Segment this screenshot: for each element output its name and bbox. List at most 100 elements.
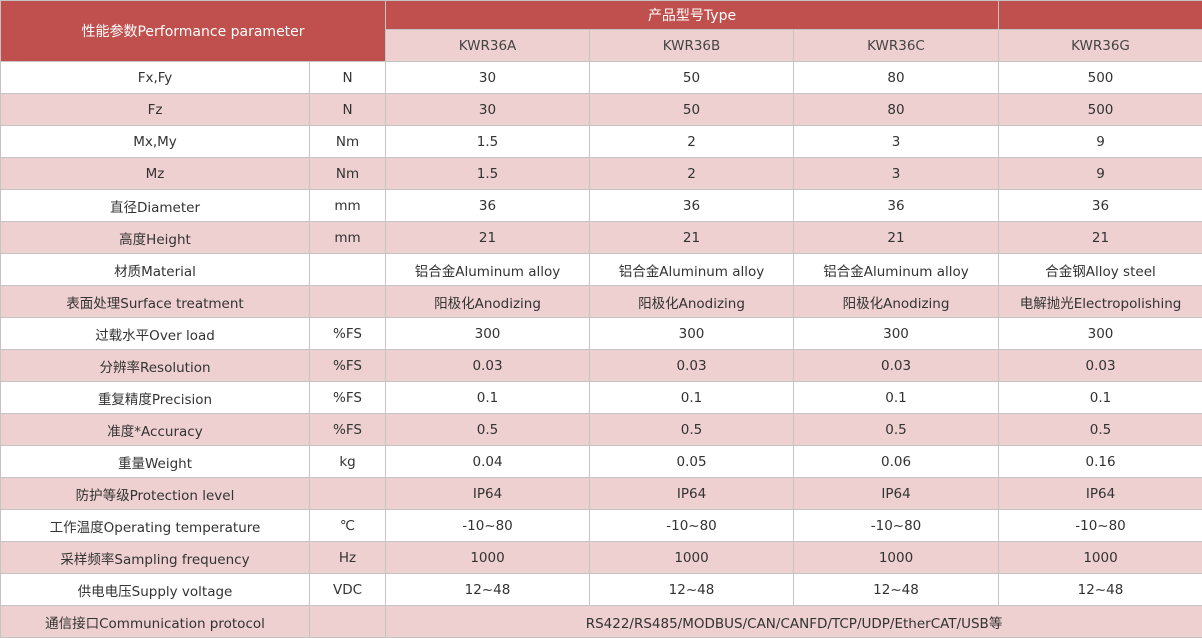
value-cell-kwr36c: 0.06 <box>794 446 999 478</box>
value-cell-kwr36a: IP64 <box>386 478 590 510</box>
value-cell-kwr36g: 0.16 <box>999 446 1202 478</box>
value-cell-kwr36a: 0.03 <box>386 350 590 382</box>
value-cell-kwr36c: 1000 <box>794 542 999 574</box>
value-cell-kwr36a: 1.5 <box>386 126 590 158</box>
param-cell: Fz <box>1 94 310 126</box>
value-cell-kwr36a: -10~80 <box>386 510 590 542</box>
param-cell: 分辨率Resolution <box>1 350 310 382</box>
value-cell-kwr36a: 0.04 <box>386 446 590 478</box>
unit-cell <box>310 478 386 510</box>
value-cell-kwr36a: 300 <box>386 318 590 350</box>
value-cell-kwr36g: 合金钢Alloy steel <box>999 254 1202 286</box>
value-cell-kwr36c: 36 <box>794 190 999 222</box>
value-cell-kwr36b: 0.5 <box>590 414 794 446</box>
param-cell: 防护等级Protection level <box>1 478 310 510</box>
value-cell-kwr36a: 21 <box>386 222 590 254</box>
value-cell-kwr36b: 0.05 <box>590 446 794 478</box>
value-cell-kwr36a: 30 <box>386 62 590 94</box>
value-cell-kwr36a: 12~48 <box>386 574 590 606</box>
value-cell-kwr36b: 阳极化Anodizing <box>590 286 794 318</box>
value-cell-kwr36b: 0.1 <box>590 382 794 414</box>
value-cell-kwr36c: 80 <box>794 94 999 126</box>
value-cell-kwr36b: 300 <box>590 318 794 350</box>
param-cell: 通信接口Communication protocol <box>1 606 310 638</box>
value-cell-kwr36g: 0.1 <box>999 382 1202 414</box>
value-cell-kwr36c: 300 <box>794 318 999 350</box>
value-cell-kwr36a: 铝合金Aluminum alloy <box>386 254 590 286</box>
value-cell-kwr36b: 2 <box>590 158 794 190</box>
value-cell-kwr36c: -10~80 <box>794 510 999 542</box>
value-cell-kwr36b: 21 <box>590 222 794 254</box>
param-cell: 表面处理Surface treatment <box>1 286 310 318</box>
param-cell: 高度Height <box>1 222 310 254</box>
param-cell: 过载水平Over load <box>1 318 310 350</box>
value-cell-kwr36g: 12~48 <box>999 574 1202 606</box>
unit-cell <box>310 286 386 318</box>
value-cell-kwr36c: 铝合金Aluminum alloy <box>794 254 999 286</box>
unit-cell: Nm <box>310 158 386 190</box>
unit-cell: N <box>310 94 386 126</box>
param-cell: 工作温度Operating temperature <box>1 510 310 542</box>
value-cell-kwr36b: 2 <box>590 126 794 158</box>
value-cell-kwr36g: 9 <box>999 126 1202 158</box>
value-cell-kwr36g: 500 <box>999 62 1202 94</box>
value-cell-kwr36a: 30 <box>386 94 590 126</box>
param-cell: 准度*Accuracy <box>1 414 310 446</box>
param-cell: 直径Diameter <box>1 190 310 222</box>
value-cell-kwr36b: 1000 <box>590 542 794 574</box>
table-header: 性能参数Performance parameter 产品型号Type KWR36… <box>1 1 1202 62</box>
value-cell-kwr36b: 0.03 <box>590 350 794 382</box>
value-cell-kwr36b: IP64 <box>590 478 794 510</box>
product-type-header-extension <box>999 1 1202 30</box>
unit-cell: %FS <box>310 414 386 446</box>
value-cell-kwr36c: IP64 <box>794 478 999 510</box>
value-cell-kwr36c: 12~48 <box>794 574 999 606</box>
value-cell-kwr36a: 0.5 <box>386 414 590 446</box>
value-cell-kwr36b: 36 <box>590 190 794 222</box>
value-cell-kwr36a: 阳极化Anodizing <box>386 286 590 318</box>
model-header-kwr36a: KWR36A <box>386 30 590 62</box>
value-cell-kwr36g: 0.03 <box>999 350 1202 382</box>
param-cell: Mx,My <box>1 126 310 158</box>
unit-cell: VDC <box>310 574 386 606</box>
unit-cell: ℃ <box>310 510 386 542</box>
product-type-header: 产品型号Type <box>386 1 999 30</box>
param-cell: 重复精度Precision <box>1 382 310 414</box>
value-cell-kwr36a: 36 <box>386 190 590 222</box>
model-header-kwr36c: KWR36C <box>794 30 999 62</box>
unit-cell: mm <box>310 190 386 222</box>
unit-cell: %FS <box>310 318 386 350</box>
value-cell-kwr36g: 36 <box>999 190 1202 222</box>
value-cell-kwr36b: 铝合金Aluminum alloy <box>590 254 794 286</box>
performance-parameter-header: 性能参数Performance parameter <box>1 1 386 62</box>
param-cell: 材质Material <box>1 254 310 286</box>
value-cell-kwr36c: 0.5 <box>794 414 999 446</box>
value-cell-kwr36g: -10~80 <box>999 510 1202 542</box>
unit-cell <box>310 606 386 638</box>
value-cell-kwr36b: 12~48 <box>590 574 794 606</box>
value-cell-kwr36g: 电解抛光Electropolishing <box>999 286 1202 318</box>
unit-cell: Nm <box>310 126 386 158</box>
param-cell: 采样频率Sampling frequency <box>1 542 310 574</box>
value-cell-kwr36c: 3 <box>794 158 999 190</box>
value-cell-kwr36g: 9 <box>999 158 1202 190</box>
value-cell-kwr36a: 0.1 <box>386 382 590 414</box>
value-cell-kwr36a: 1.5 <box>386 158 590 190</box>
table-row-operating-temperature: 工作温度Operating temperature℃-10~80-10~80-1… <box>1 510 1202 542</box>
value-cell-kwr36g: 1000 <box>999 542 1202 574</box>
value-cell-kwr36a: 1000 <box>386 542 590 574</box>
value-cell-kwr36g: 500 <box>999 94 1202 126</box>
